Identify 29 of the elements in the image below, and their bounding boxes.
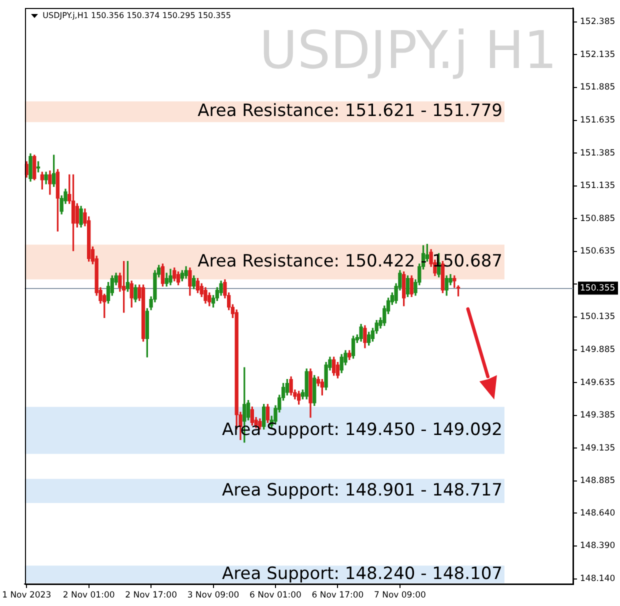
y-tick-label: 149.885 (580, 345, 616, 356)
y-tick-label: 151.385 (580, 148, 616, 158)
x-tick-label: 6 Nov 17:00 (312, 590, 364, 600)
y-tick-label: 149.635 (580, 378, 616, 388)
y-tick-label: 151.135 (580, 181, 616, 192)
y-tick-label: 152.135 (580, 50, 616, 60)
y-tick-label: 151.635 (580, 115, 616, 126)
y-tick-label: 148.140 (580, 574, 616, 584)
ref-line-label: 150.355 (580, 283, 616, 294)
band-label: Area Support: 148.240 - 148.107 (222, 564, 502, 584)
y-tick-label: 148.885 (580, 476, 616, 486)
x-tick-label: 7 Nov 09:00 (374, 590, 426, 600)
y-tick-label: 148.640 (580, 508, 616, 518)
y-tick-label: 149.385 (580, 410, 616, 421)
x-tick-label: 3 Nov 09:00 (187, 590, 240, 600)
y-tick-label: 150.635 (580, 246, 616, 257)
x-tick-label: 2 Nov 01:00 (62, 590, 115, 600)
band-label: Area Resistance: 151.621 - 151.779 (198, 101, 502, 122)
y-tick-label: 152.385 (580, 17, 616, 28)
x-tick-label: 1 Nov 2023 (2, 590, 52, 600)
x-tick-label: 6 Nov 01:00 (250, 590, 302, 600)
y-tick-label: 151.885 (580, 82, 616, 93)
y-tick-label: 148.390 (580, 541, 616, 552)
y-tick-label: 150.135 (580, 312, 616, 322)
chart-subtitle: USDJPY.j,H1 150.356 150.374 150.295 150.355 (42, 11, 231, 20)
y-tick-label: 150.885 (580, 214, 616, 224)
band-label: Area Support: 148.901 - 148.717 (222, 480, 502, 500)
x-tick-label: 2 Nov 17:00 (125, 590, 177, 600)
y-tick-label: 149.135 (580, 443, 616, 454)
